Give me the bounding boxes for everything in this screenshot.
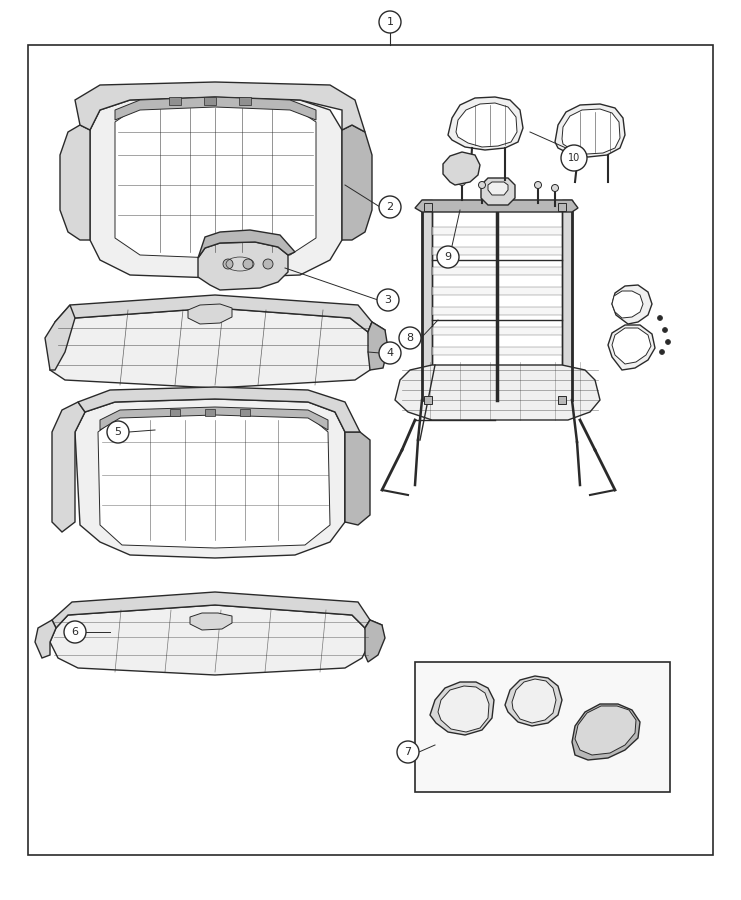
Polygon shape <box>78 387 360 432</box>
Polygon shape <box>432 347 562 355</box>
Polygon shape <box>198 230 295 258</box>
Text: 2: 2 <box>387 202 393 212</box>
Polygon shape <box>432 227 562 235</box>
Circle shape <box>263 259 273 269</box>
Polygon shape <box>432 327 562 335</box>
Text: 6: 6 <box>71 627 79 637</box>
Polygon shape <box>188 304 232 324</box>
Polygon shape <box>198 242 288 290</box>
Circle shape <box>657 316 662 320</box>
Polygon shape <box>481 178 515 205</box>
Polygon shape <box>75 399 345 558</box>
Circle shape <box>662 328 668 332</box>
Polygon shape <box>555 104 625 157</box>
Polygon shape <box>488 182 508 195</box>
Polygon shape <box>52 592 370 628</box>
Polygon shape <box>115 97 316 120</box>
Bar <box>240 409 250 416</box>
Polygon shape <box>612 285 652 324</box>
Polygon shape <box>505 676 562 726</box>
Bar <box>558 396 566 404</box>
Polygon shape <box>55 295 372 332</box>
Polygon shape <box>438 686 489 732</box>
Circle shape <box>659 349 665 355</box>
Circle shape <box>377 289 399 311</box>
Polygon shape <box>415 200 578 212</box>
Bar <box>169 97 181 105</box>
Text: 10: 10 <box>568 153 580 163</box>
Polygon shape <box>98 412 330 548</box>
Polygon shape <box>368 322 385 352</box>
Polygon shape <box>562 200 572 400</box>
Circle shape <box>479 182 485 188</box>
Polygon shape <box>35 620 56 658</box>
Polygon shape <box>60 125 90 240</box>
Polygon shape <box>422 200 432 400</box>
Polygon shape <box>50 605 370 675</box>
Polygon shape <box>345 432 370 525</box>
Polygon shape <box>52 402 85 532</box>
Circle shape <box>534 182 542 188</box>
Polygon shape <box>365 620 385 662</box>
Polygon shape <box>190 613 232 630</box>
Circle shape <box>379 196 401 218</box>
Polygon shape <box>608 325 655 370</box>
Bar <box>415 662 670 792</box>
Bar <box>170 409 180 416</box>
Circle shape <box>399 327 421 349</box>
Text: 7: 7 <box>405 747 411 757</box>
Bar <box>424 396 432 404</box>
Polygon shape <box>572 704 640 760</box>
Circle shape <box>64 621 86 643</box>
Text: 3: 3 <box>385 295 391 305</box>
Polygon shape <box>448 97 523 150</box>
Text: 9: 9 <box>445 252 451 262</box>
Bar <box>205 409 215 416</box>
Bar <box>424 203 432 211</box>
Polygon shape <box>612 291 643 318</box>
Bar <box>204 97 216 105</box>
Polygon shape <box>512 679 556 723</box>
Polygon shape <box>115 102 316 258</box>
Text: 8: 8 <box>406 333 413 343</box>
Text: 5: 5 <box>115 427 122 437</box>
Polygon shape <box>100 407 328 430</box>
Circle shape <box>107 421 129 443</box>
Polygon shape <box>443 152 480 185</box>
Polygon shape <box>432 367 562 375</box>
Text: 4: 4 <box>387 348 393 358</box>
Polygon shape <box>365 620 382 642</box>
Circle shape <box>397 741 419 763</box>
Circle shape <box>551 184 559 192</box>
Polygon shape <box>50 308 375 388</box>
Polygon shape <box>395 365 600 420</box>
Circle shape <box>561 145 587 171</box>
Polygon shape <box>368 322 388 370</box>
Polygon shape <box>562 109 620 154</box>
Polygon shape <box>45 305 75 370</box>
Circle shape <box>379 342 401 364</box>
Polygon shape <box>342 125 372 240</box>
Circle shape <box>223 259 233 269</box>
Circle shape <box>437 246 459 268</box>
Polygon shape <box>432 247 562 255</box>
Circle shape <box>243 259 253 269</box>
Polygon shape <box>90 97 342 278</box>
Polygon shape <box>432 267 562 275</box>
Polygon shape <box>432 287 562 295</box>
Polygon shape <box>345 432 360 522</box>
Polygon shape <box>430 682 494 735</box>
Polygon shape <box>612 328 651 364</box>
Polygon shape <box>422 200 572 210</box>
Polygon shape <box>575 706 636 755</box>
Text: 1: 1 <box>387 17 393 27</box>
Bar <box>558 203 566 211</box>
Circle shape <box>459 178 465 185</box>
Polygon shape <box>456 103 517 147</box>
Bar <box>239 97 251 105</box>
Polygon shape <box>432 307 562 315</box>
Circle shape <box>665 339 671 345</box>
Circle shape <box>379 11 401 33</box>
Polygon shape <box>75 82 365 132</box>
